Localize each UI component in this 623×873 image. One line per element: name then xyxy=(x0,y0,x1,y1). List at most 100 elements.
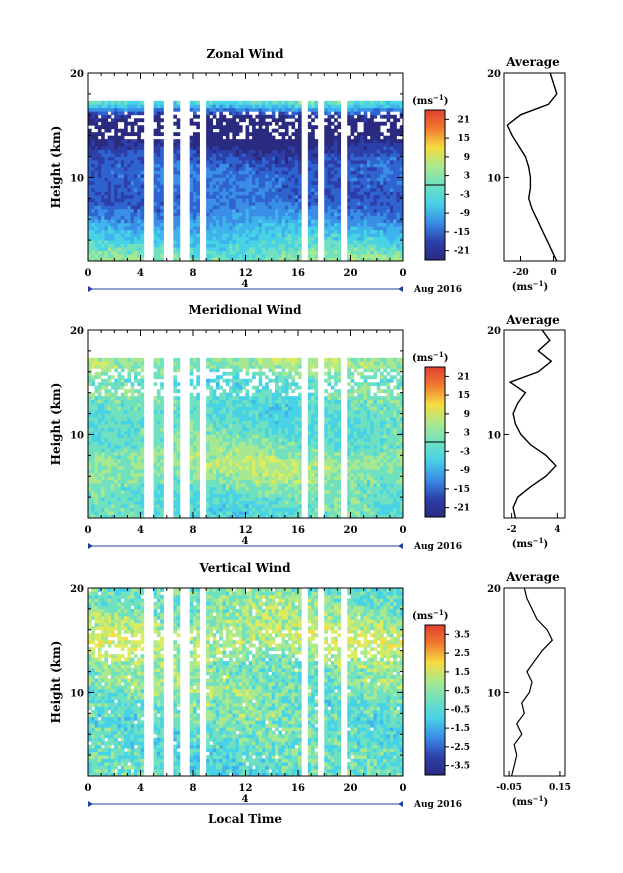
heatmap-cell xyxy=(127,364,132,369)
heatmap-cell xyxy=(88,132,92,137)
heatmap-cell xyxy=(393,205,397,210)
heatmap-cell xyxy=(137,184,141,189)
heatmap-cell xyxy=(173,132,177,137)
heatmap-cell xyxy=(160,420,164,425)
heatmap-cell xyxy=(363,121,368,126)
heatmap-cell xyxy=(311,208,315,213)
heatmap-cell xyxy=(189,233,194,238)
heatmap-cell xyxy=(127,250,132,255)
heatmap-cell xyxy=(173,469,177,474)
heatmap-cell xyxy=(124,511,128,515)
heatmap-cell xyxy=(215,396,220,401)
heatmap-cell xyxy=(127,257,132,262)
heatmap-cell xyxy=(127,437,132,442)
heatmap-cell xyxy=(127,368,132,373)
heatmap-cell xyxy=(284,187,289,192)
heatmap-cell xyxy=(117,163,122,168)
heatmap-cell xyxy=(133,430,138,435)
heatmap-cell xyxy=(173,413,177,418)
heatmap-cell xyxy=(311,191,315,196)
heatmap-cell xyxy=(363,205,368,210)
heatmap-cell xyxy=(153,139,158,144)
heatmap-cell xyxy=(229,107,233,112)
heatmap-cell xyxy=(347,208,351,213)
heatmap-cell xyxy=(94,465,99,470)
heatmap-cell xyxy=(193,458,197,463)
heatmap-cell xyxy=(258,205,263,210)
heatmap-cell xyxy=(110,254,115,258)
heatmap-cell xyxy=(196,184,200,189)
heatmap-cell xyxy=(281,173,286,178)
heatmap-cell xyxy=(124,215,128,220)
heatmap-cell xyxy=(229,173,233,178)
heatmap-cell xyxy=(229,430,233,435)
heatmap-cell xyxy=(353,240,358,244)
heatmap-cell xyxy=(212,250,217,255)
heatmap-cell xyxy=(160,371,164,376)
heatmap-cell xyxy=(176,427,181,432)
heatmap-cell xyxy=(196,222,200,227)
heatmap-cell xyxy=(140,243,145,248)
heatmap-cell xyxy=(212,486,217,491)
heatmap-cell xyxy=(380,180,384,185)
heatmap-cell xyxy=(212,483,217,488)
heatmap-cell xyxy=(189,469,194,474)
heatmap-cell xyxy=(130,170,135,175)
heatmap-cell xyxy=(196,476,200,481)
heatmap-cell xyxy=(133,462,138,467)
heatmap-cell xyxy=(176,382,181,387)
heatmap-cell xyxy=(189,479,194,484)
heatmap-cell xyxy=(212,417,217,421)
heatmap-cell xyxy=(275,100,279,105)
heatmap-cell xyxy=(225,392,230,397)
heatmap-cell xyxy=(225,240,230,244)
heatmap-cell xyxy=(229,403,233,407)
heatmap-cell xyxy=(153,205,158,210)
heatmap-cell xyxy=(284,243,289,248)
heatmap-cell xyxy=(104,399,109,404)
heatmap-cell xyxy=(193,511,197,515)
heatmap-cell xyxy=(117,201,122,206)
heatmap-cell xyxy=(101,511,105,515)
heatmap-cell xyxy=(104,410,109,414)
heatmap-cell xyxy=(281,135,286,140)
heatmap-cell xyxy=(120,486,125,491)
heatmap-cell xyxy=(324,254,328,258)
heatmap-cell xyxy=(235,180,240,185)
heatmap-cell xyxy=(219,500,223,505)
heatmap-cell xyxy=(291,212,296,217)
heatmap-cell xyxy=(232,173,237,178)
heatmap-cell xyxy=(209,472,214,477)
heatmap-cell xyxy=(176,177,181,182)
heatmap-cell xyxy=(124,497,128,501)
heatmap-cell xyxy=(275,222,279,227)
heatmap-cell xyxy=(222,173,227,178)
heatmap-cell xyxy=(173,514,177,519)
heatmap-cell xyxy=(206,212,210,217)
heatmap-cell xyxy=(196,236,200,241)
heatmap-cell xyxy=(212,111,217,116)
heatmap-cell xyxy=(337,160,342,164)
heatmap-cell xyxy=(376,139,381,144)
heatmap-cell xyxy=(107,254,112,258)
heatmap-cell xyxy=(261,121,266,126)
heatmap-cell xyxy=(330,173,335,178)
heatmap-cell xyxy=(363,233,368,238)
heatmap-cell xyxy=(307,194,312,199)
heatmap-cell xyxy=(153,229,158,234)
heatmap-cell xyxy=(130,240,135,244)
heatmap-cell xyxy=(114,430,118,435)
heatmap-cell xyxy=(222,511,227,515)
heatmap-cell xyxy=(173,507,177,512)
heatmap-cell xyxy=(173,424,177,428)
heatmap-cell xyxy=(366,139,371,144)
heatmap-cell xyxy=(225,500,230,505)
heatmap-cell xyxy=(124,114,128,119)
heatmap-cell xyxy=(225,427,230,432)
heatmap-cell xyxy=(294,132,299,137)
heatmap-cell xyxy=(88,500,92,505)
heatmap-cell xyxy=(137,437,141,442)
heatmap-cell xyxy=(215,444,220,449)
heatmap-cell xyxy=(124,226,128,231)
